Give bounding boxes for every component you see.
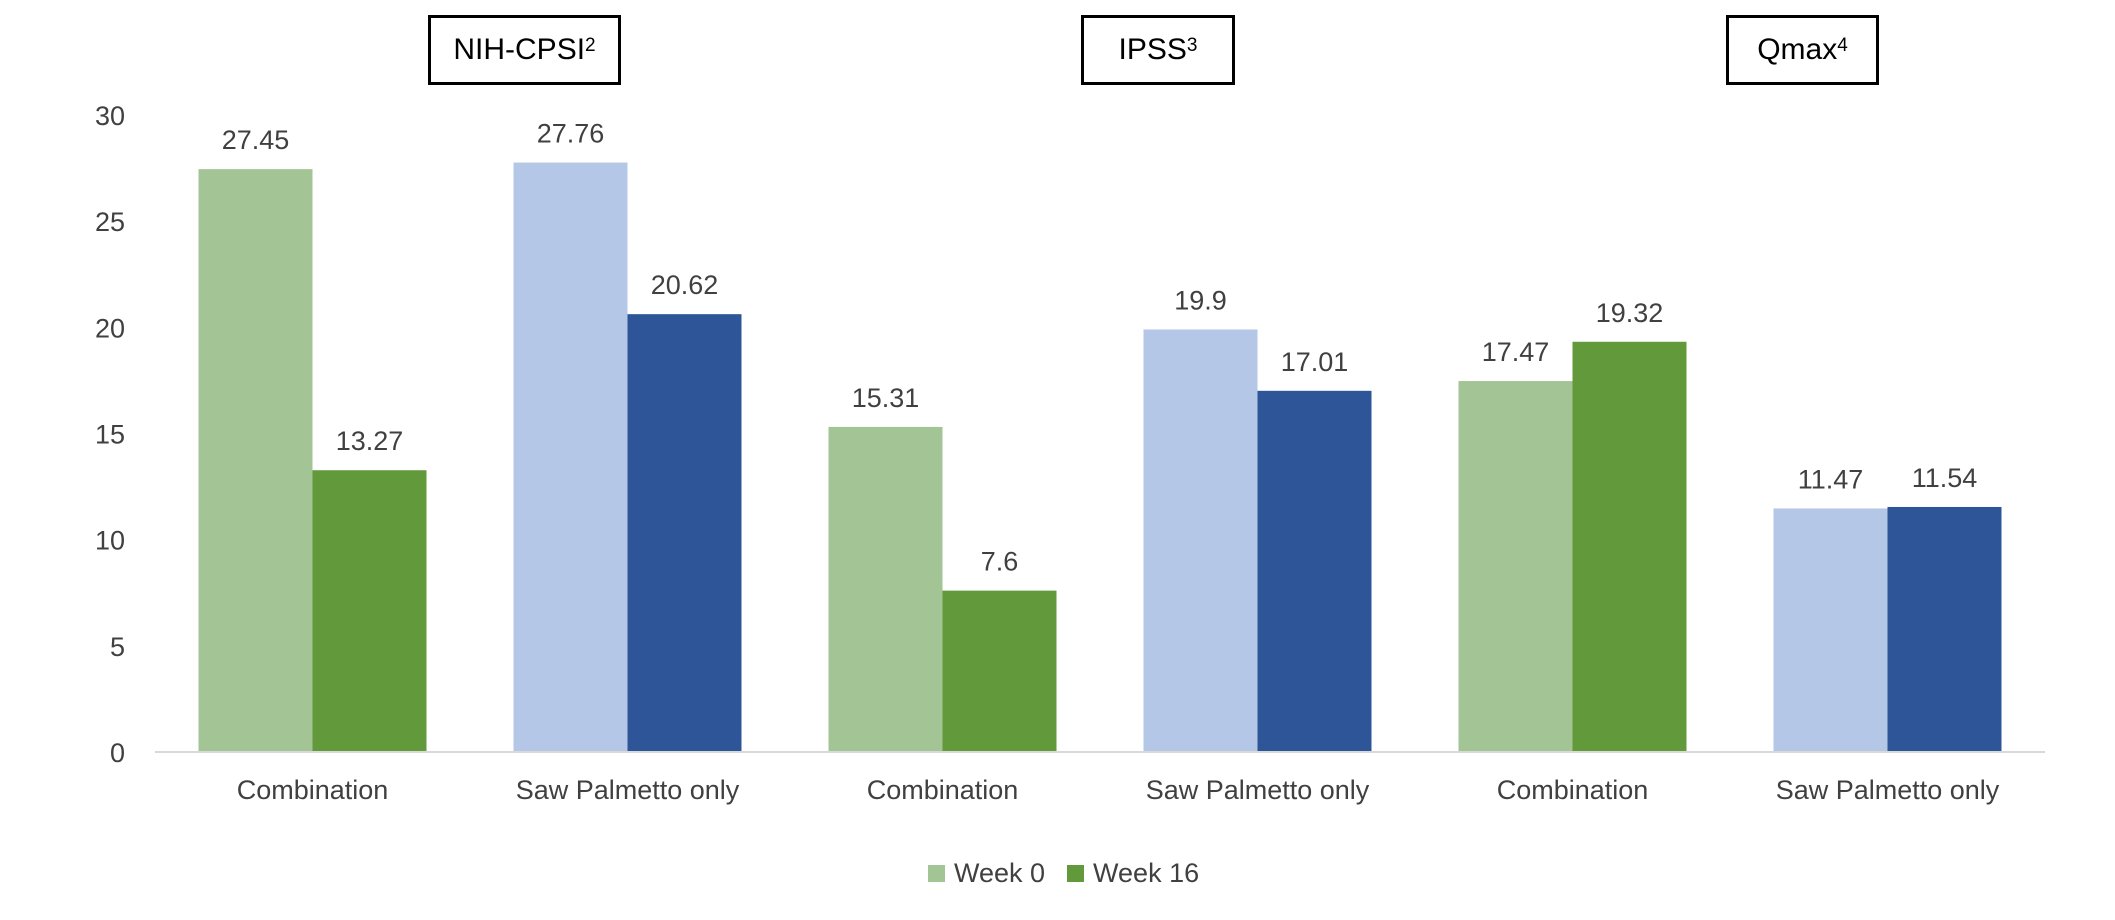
- x-category-label: Saw Palmetto only: [1776, 775, 2000, 805]
- data-label: 20.62: [651, 270, 719, 300]
- panel-label-ipss: IPSS 3: [1081, 15, 1235, 85]
- data-label: 19.9: [1174, 285, 1227, 315]
- y-tick-label: 15: [95, 420, 125, 450]
- bar-week-16: [1572, 341, 1687, 752]
- y-tick-label: 25: [95, 207, 125, 237]
- bar-week-0: [513, 162, 628, 752]
- data-label: 19.32: [1596, 298, 1664, 328]
- data-label: 17.01: [1281, 347, 1349, 377]
- data-label: 27.76: [537, 119, 605, 149]
- bar-week-16: [312, 470, 427, 752]
- bar-week-16: [1257, 390, 1372, 752]
- data-label: 15.31: [852, 383, 920, 413]
- bar-week-0: [1458, 381, 1573, 752]
- bar-week-0: [1143, 329, 1258, 752]
- data-label: 11.54: [1912, 463, 1978, 493]
- y-tick-label: 20: [95, 313, 125, 343]
- x-category-label: Combination: [1497, 775, 1649, 805]
- x-category-label: Combination: [867, 775, 1019, 805]
- data-label: 11.47: [1798, 464, 1864, 494]
- legend-label-week-16: Week 16: [1093, 858, 1200, 888]
- legend-swatch-week-0: [928, 865, 945, 882]
- data-label: 13.27: [336, 426, 404, 456]
- x-category-label: Combination: [237, 775, 389, 805]
- legend-label-week-0: Week 0: [954, 858, 1046, 888]
- legend-item-week-0: Week 0: [928, 858, 1045, 889]
- bar-week-0: [198, 169, 313, 752]
- legend-item-week-16: Week 16: [1067, 858, 1199, 889]
- bar-week-0: [1773, 508, 1888, 752]
- bar-week-16: [1887, 506, 2002, 752]
- bar-week-16: [627, 314, 742, 752]
- x-category-label: Saw Palmetto only: [516, 775, 740, 805]
- bar-week-0: [828, 426, 943, 752]
- y-tick-label: 30: [95, 101, 125, 131]
- x-category-label: Saw Palmetto only: [1146, 775, 1370, 805]
- y-tick-label: 0: [110, 738, 125, 768]
- panel-label-nih-cpsi: NIH-CPSI 2: [428, 15, 621, 85]
- panel-label-qmax: Qmax 4: [1726, 15, 1879, 85]
- legend: Week 0 Week 16: [928, 858, 1221, 889]
- data-label: 27.45: [222, 125, 290, 155]
- bar-week-16: [942, 590, 1057, 752]
- y-tick-label: 5: [110, 632, 125, 662]
- y-tick-label: 10: [95, 526, 125, 556]
- data-label: 7.6: [981, 547, 1019, 577]
- legend-swatch-week-16: [1067, 865, 1085, 882]
- data-label: 17.47: [1482, 337, 1550, 367]
